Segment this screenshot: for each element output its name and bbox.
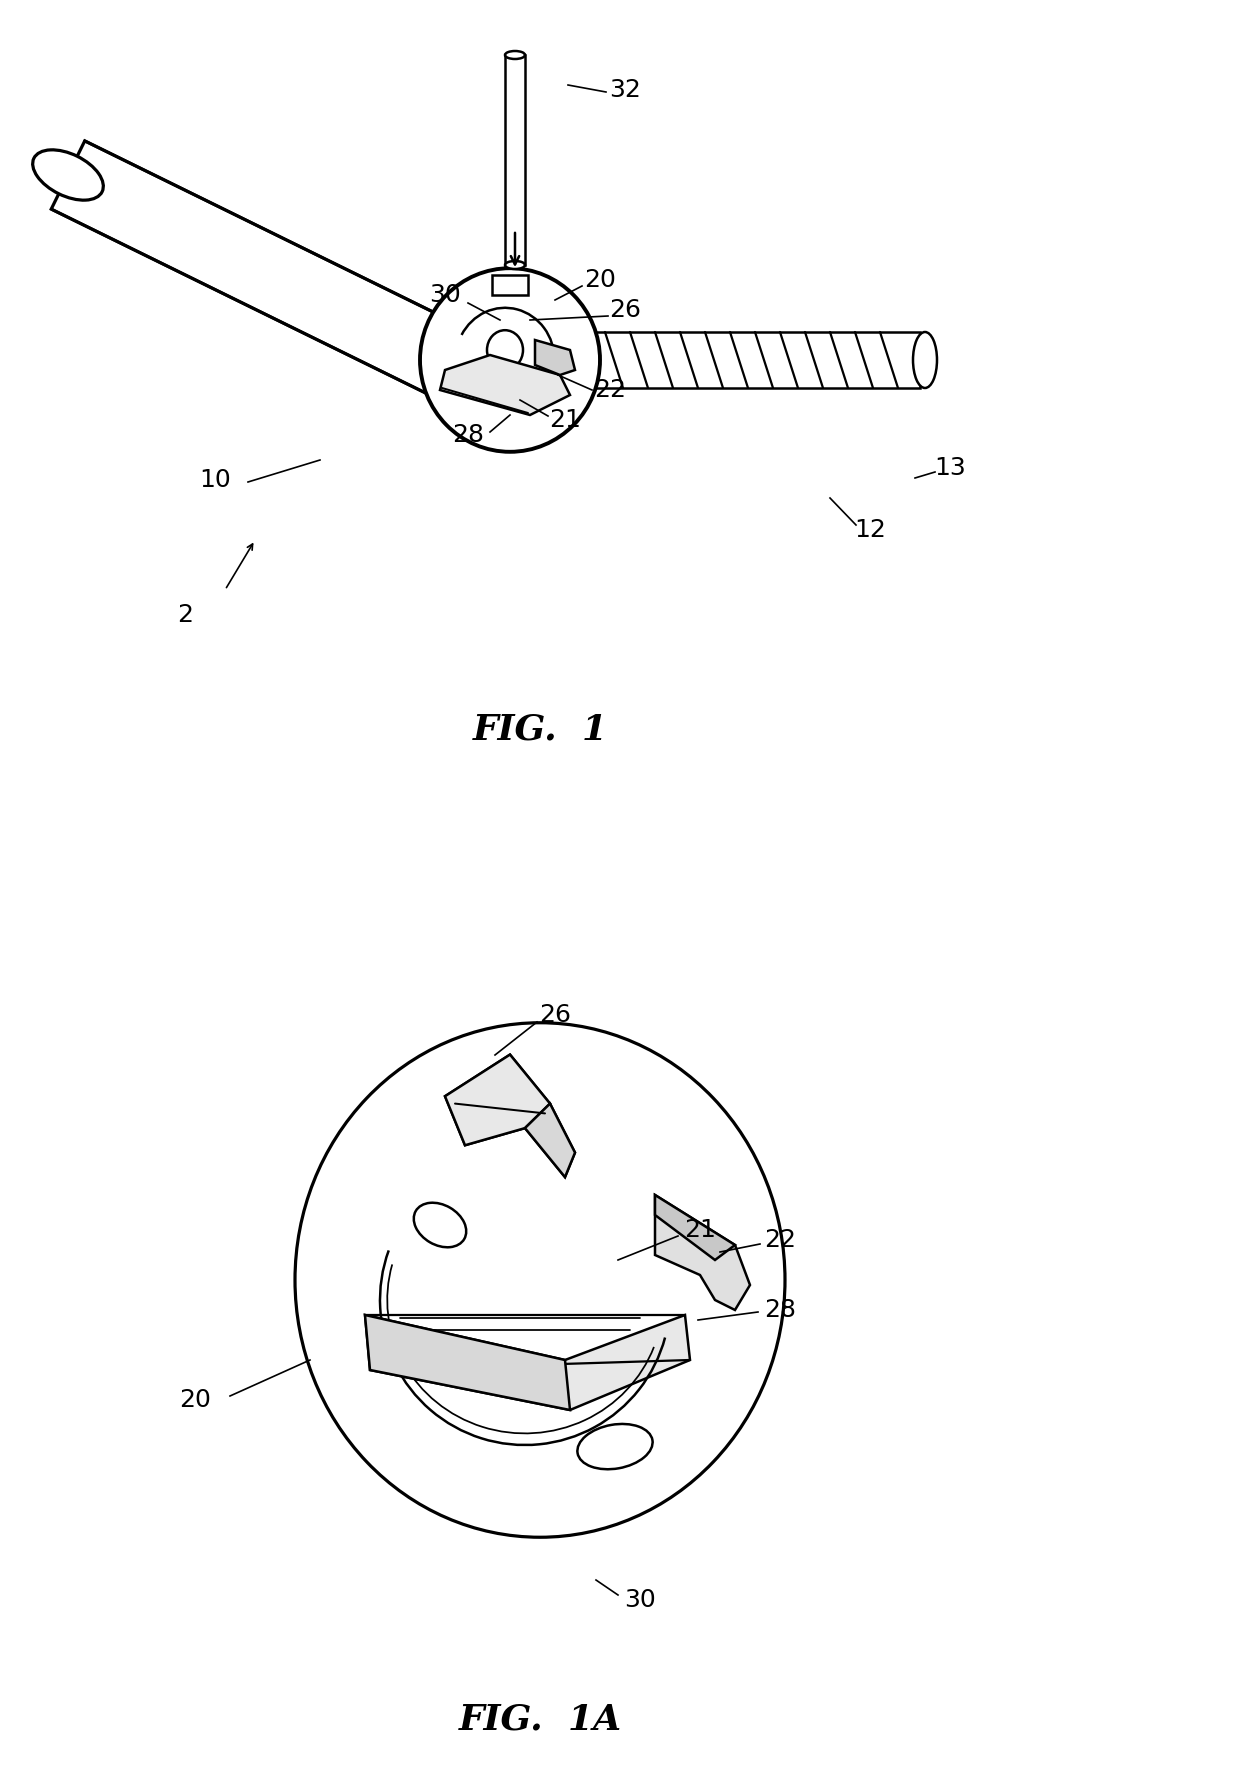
Polygon shape xyxy=(655,1195,750,1310)
Text: 26: 26 xyxy=(539,1004,570,1027)
Text: 20: 20 xyxy=(584,269,616,292)
Text: 13: 13 xyxy=(934,455,966,480)
Text: 21: 21 xyxy=(684,1219,715,1242)
Text: 32: 32 xyxy=(609,79,641,102)
Polygon shape xyxy=(365,1315,570,1410)
Text: 28: 28 xyxy=(453,423,484,446)
Ellipse shape xyxy=(420,269,600,452)
Text: FIG.  1: FIG. 1 xyxy=(472,713,608,747)
Polygon shape xyxy=(534,340,575,375)
Ellipse shape xyxy=(32,151,103,201)
Polygon shape xyxy=(445,1055,575,1177)
Polygon shape xyxy=(525,1104,575,1177)
Polygon shape xyxy=(655,1195,735,1260)
Ellipse shape xyxy=(487,330,523,369)
Text: 30: 30 xyxy=(624,1588,656,1613)
Text: 22: 22 xyxy=(764,1228,796,1253)
Text: 20: 20 xyxy=(179,1389,211,1412)
Polygon shape xyxy=(492,274,528,296)
Polygon shape xyxy=(365,1315,689,1410)
Polygon shape xyxy=(505,56,525,265)
Text: 22: 22 xyxy=(594,378,626,401)
Text: 2: 2 xyxy=(177,602,193,627)
Ellipse shape xyxy=(505,50,525,59)
Ellipse shape xyxy=(414,1202,466,1247)
Text: 21: 21 xyxy=(549,409,580,432)
Polygon shape xyxy=(445,1055,551,1145)
Text: 26: 26 xyxy=(609,297,641,323)
Ellipse shape xyxy=(913,332,937,389)
Ellipse shape xyxy=(505,262,525,269)
Polygon shape xyxy=(590,332,920,389)
Polygon shape xyxy=(51,142,482,405)
Text: 28: 28 xyxy=(764,1297,796,1322)
Text: 10: 10 xyxy=(200,468,231,493)
Polygon shape xyxy=(440,355,570,416)
Text: 12: 12 xyxy=(854,518,885,541)
Text: FIG.  1A: FIG. 1A xyxy=(459,1702,621,1736)
Ellipse shape xyxy=(578,1425,652,1469)
Ellipse shape xyxy=(295,1023,785,1538)
Text: 30: 30 xyxy=(429,283,461,306)
